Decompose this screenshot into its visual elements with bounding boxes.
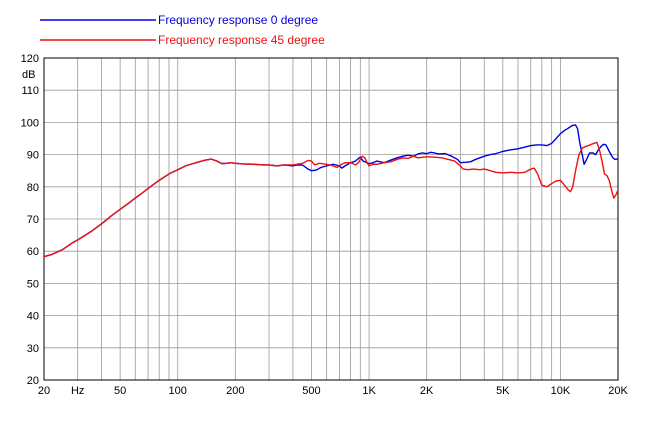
- y-tick-label: 120: [21, 53, 39, 65]
- x-tick-label: 5K: [496, 385, 510, 397]
- x-tick-label: 100: [169, 385, 187, 397]
- y-tick-label: 20: [27, 375, 39, 387]
- x-tick-label: 20: [38, 385, 50, 397]
- y-tick-label: 90: [27, 150, 39, 162]
- y-tick-label: 60: [27, 246, 39, 258]
- x-tick-label: Hz: [71, 385, 84, 397]
- x-tick-label: 1K: [362, 385, 376, 397]
- y-tick-label: 110: [21, 85, 39, 97]
- y-tick-label: 100: [21, 117, 39, 129]
- legend-label-1: Frequency response 45 degree: [158, 33, 325, 47]
- y-tick-labels: 20 30 40 50 60 70 80 90 100 110 120: [21, 53, 39, 387]
- x-tick-label: 20K: [608, 385, 628, 397]
- x-tick-labels: 20 Hz 50 100 200 500 1K 2K 5K 10K 20K: [38, 385, 629, 397]
- legend-label-0: Frequency response 0 degree: [158, 13, 318, 27]
- x-tick-label: 200: [226, 385, 244, 397]
- series-layer: [43, 124, 619, 258]
- plot-frame: [43, 57, 619, 381]
- y-tick-label: 80: [27, 182, 39, 194]
- y-tick-label: 40: [27, 311, 39, 323]
- legend: Frequency response 0 degree Frequency res…: [40, 13, 325, 47]
- y-tick-label: 50: [27, 278, 39, 290]
- x-tick-label: 500: [302, 385, 320, 397]
- y-tick-label: 30: [27, 343, 39, 355]
- x-tick-label: 50: [114, 385, 126, 397]
- x-tick-label: 2K: [420, 385, 434, 397]
- y-tick-label: 70: [27, 214, 39, 226]
- x-tick-label: 10K: [551, 385, 571, 397]
- grid: [44, 58, 618, 380]
- series-line-1: [43, 141, 619, 258]
- y-axis-unit-label: dB: [22, 69, 35, 81]
